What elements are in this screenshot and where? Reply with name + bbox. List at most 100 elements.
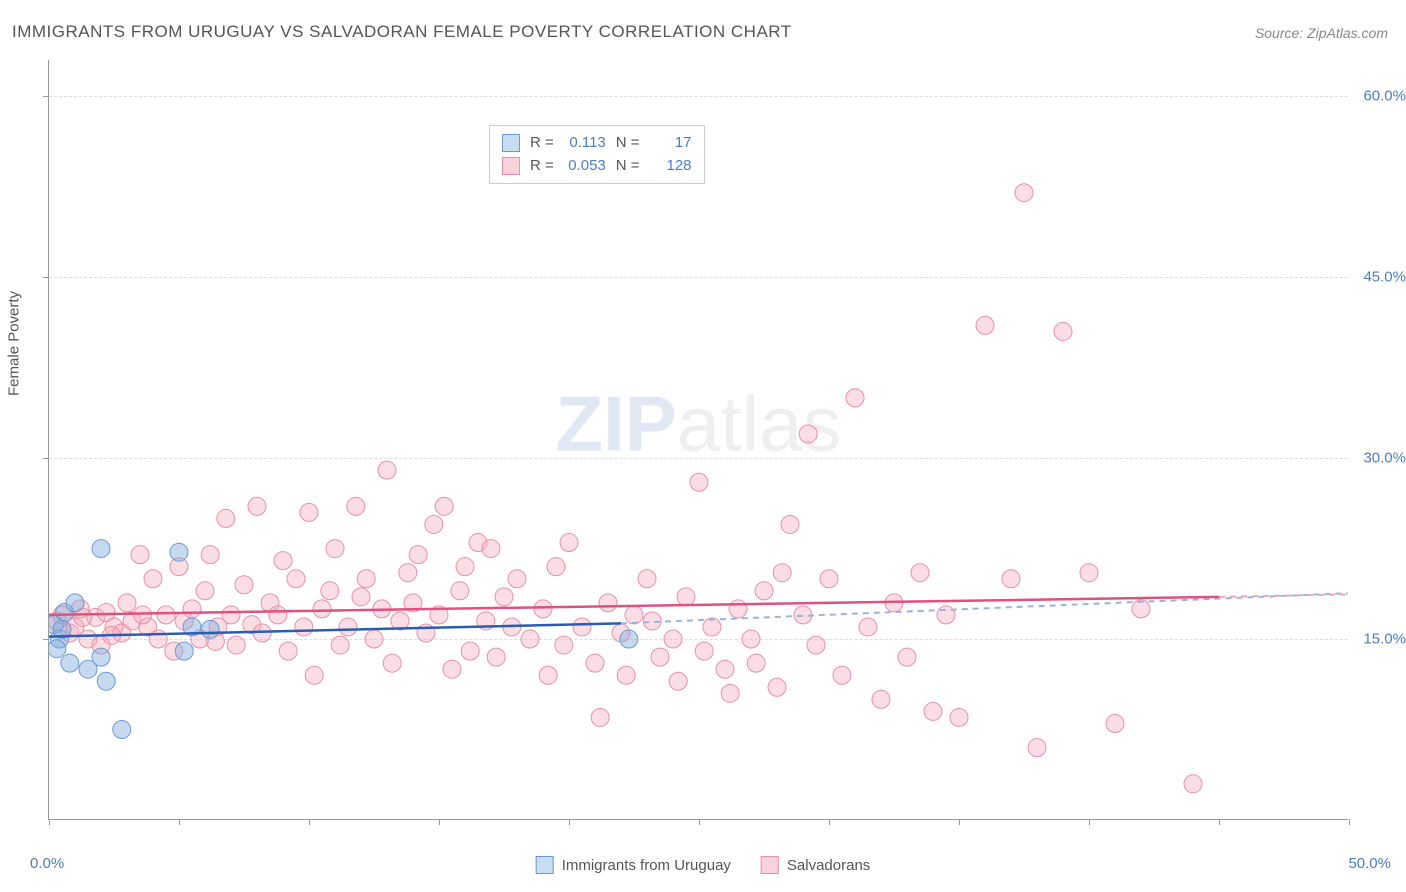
- data-point: [378, 461, 396, 479]
- data-point: [365, 630, 383, 648]
- data-point: [781, 515, 799, 533]
- data-point: [1002, 570, 1020, 588]
- data-point: [487, 648, 505, 666]
- data-point: [573, 618, 591, 636]
- data-point: [482, 540, 500, 558]
- data-point: [937, 606, 955, 624]
- data-point: [547, 558, 565, 576]
- data-point: [461, 642, 479, 660]
- data-point: [677, 588, 695, 606]
- data-point: [118, 594, 136, 612]
- data-point: [357, 570, 375, 588]
- data-point: [170, 543, 188, 561]
- data-point: [617, 666, 635, 684]
- data-point: [716, 660, 734, 678]
- data-point: [339, 618, 357, 636]
- data-point: [924, 702, 942, 720]
- data-point: [846, 389, 864, 407]
- data-point: [833, 666, 851, 684]
- data-point: [134, 606, 152, 624]
- data-point: [638, 570, 656, 588]
- data-point: [620, 630, 638, 648]
- data-point: [287, 570, 305, 588]
- data-point: [742, 630, 760, 648]
- data-point: [1015, 184, 1033, 202]
- x-tick: [699, 819, 700, 825]
- data-point: [703, 618, 721, 636]
- data-point: [773, 564, 791, 582]
- data-point: [747, 654, 765, 672]
- data-point: [456, 558, 474, 576]
- y-tick-label: 30.0%: [1363, 450, 1406, 467]
- data-point: [425, 515, 443, 533]
- data-point: [872, 690, 890, 708]
- data-point: [1184, 775, 1202, 793]
- data-point: [586, 654, 604, 672]
- legend-item-uruguay: Immigrants from Uruguay: [536, 856, 731, 874]
- data-point: [1080, 564, 1098, 582]
- data-point: [92, 648, 110, 666]
- data-point: [599, 594, 617, 612]
- data-point: [768, 678, 786, 696]
- data-point: [49, 640, 66, 658]
- data-point: [508, 570, 526, 588]
- data-point: [560, 534, 578, 552]
- r-value-uruguay: 0.113: [564, 132, 606, 155]
- data-point: [313, 600, 331, 618]
- data-point: [409, 546, 427, 564]
- data-point: [755, 582, 773, 600]
- y-tick-label: 60.0%: [1363, 88, 1406, 105]
- data-point: [950, 708, 968, 726]
- x-tick: [309, 819, 310, 825]
- data-point: [347, 497, 365, 515]
- data-point: [443, 660, 461, 678]
- legend-item-salvadoran: Salvadorans: [761, 856, 870, 874]
- data-point: [495, 588, 513, 606]
- data-point: [539, 666, 557, 684]
- series-legend: Immigrants from Uruguay Salvadorans: [536, 856, 871, 874]
- n-value-uruguay: 17: [650, 132, 692, 155]
- data-point: [279, 642, 297, 660]
- data-point: [269, 606, 287, 624]
- data-point: [92, 540, 110, 558]
- data-point: [97, 672, 115, 690]
- data-point: [555, 636, 573, 654]
- x-axis-min-label: 0.0%: [30, 855, 64, 872]
- data-point: [664, 630, 682, 648]
- y-tick-label: 45.0%: [1363, 269, 1406, 286]
- chart-title: IMMIGRANTS FROM URUGUAY VS SALVADORAN FE…: [12, 22, 792, 42]
- data-point: [300, 503, 318, 521]
- data-point: [820, 570, 838, 588]
- data-point: [435, 497, 453, 515]
- data-point: [175, 642, 193, 660]
- data-point: [201, 546, 219, 564]
- data-point: [61, 654, 79, 672]
- x-tick: [959, 819, 960, 825]
- data-point: [131, 546, 149, 564]
- data-point: [1106, 714, 1124, 732]
- data-point: [217, 509, 235, 527]
- data-point: [625, 606, 643, 624]
- data-point: [451, 582, 469, 600]
- data-point: [305, 666, 323, 684]
- legend-swatch-salvadoran-icon: [761, 856, 779, 874]
- y-axis-title: Female Poverty: [6, 291, 23, 396]
- data-point: [196, 582, 214, 600]
- x-tick: [1349, 819, 1350, 825]
- x-tick: [569, 819, 570, 825]
- n-label: N =: [616, 155, 640, 178]
- n-label: N =: [616, 132, 640, 155]
- r-value-salvadoran: 0.053: [564, 155, 606, 178]
- data-point: [799, 425, 817, 443]
- x-tick: [1089, 819, 1090, 825]
- data-point: [898, 648, 916, 666]
- data-point: [248, 497, 266, 515]
- data-point: [66, 594, 84, 612]
- data-point: [113, 721, 131, 739]
- data-point: [274, 552, 292, 570]
- data-point: [729, 600, 747, 618]
- plot-area: ZIPatlas R = 0.113 N = 17 R = 0.053 N = …: [48, 60, 1348, 820]
- data-point: [383, 654, 401, 672]
- data-point: [807, 636, 825, 654]
- data-point: [295, 618, 313, 636]
